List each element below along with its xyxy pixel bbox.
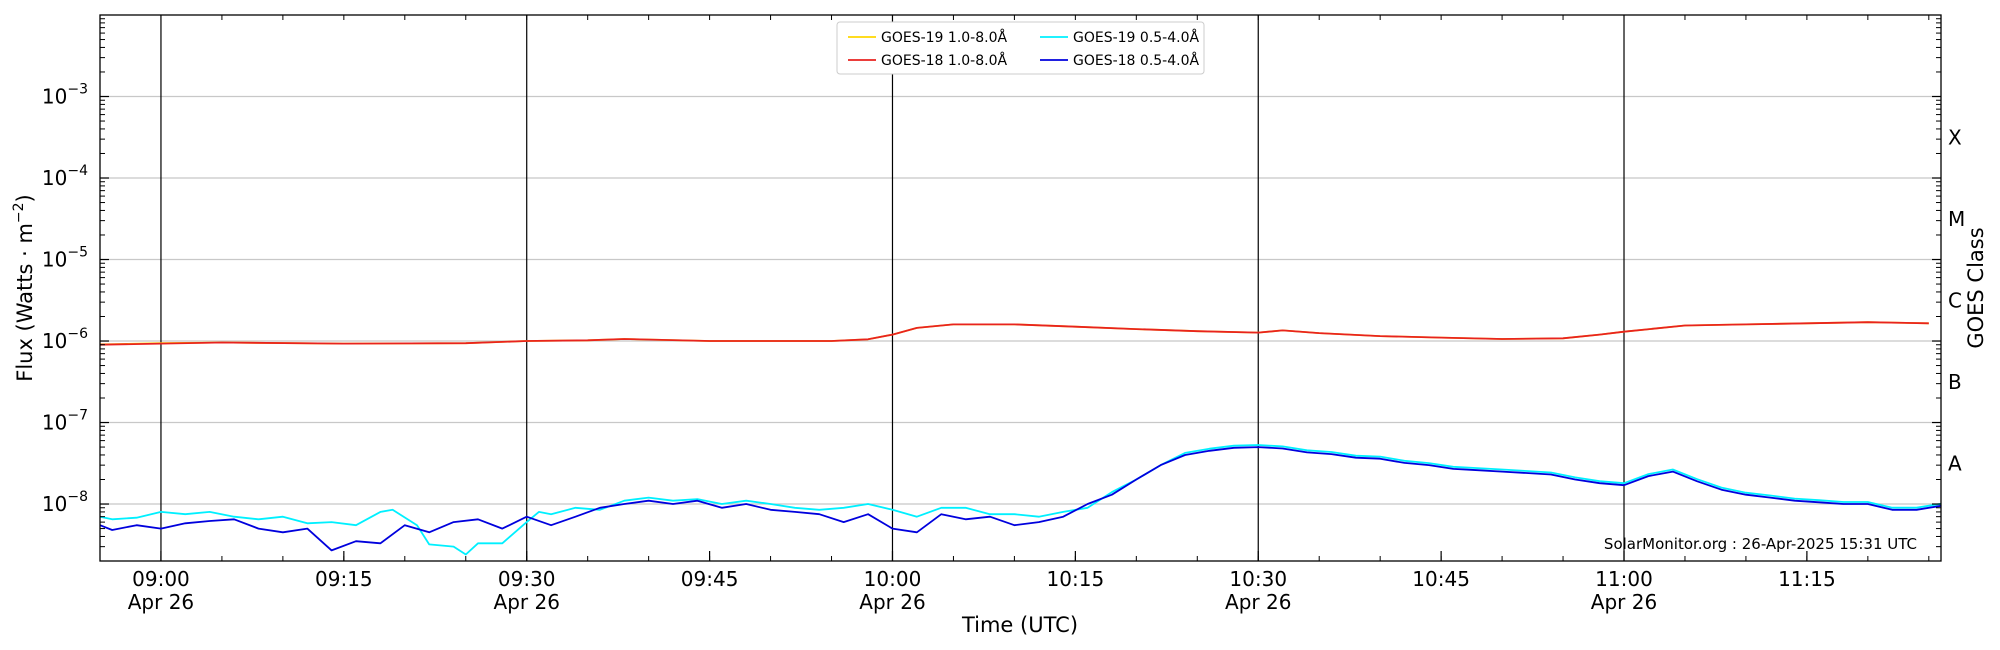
legend-label: GOES-18 0.5-4.0Å xyxy=(1073,52,1199,69)
legend-box xyxy=(836,21,1205,75)
y-tick-label: 10−7 xyxy=(42,408,88,435)
x-tick-label: 10:45 xyxy=(1412,567,1470,591)
right-axis-title: GOES Class xyxy=(1964,227,1988,348)
y-tick-label: 10−6 xyxy=(42,326,88,353)
x-axis-title: Time (UTC) xyxy=(961,613,1078,637)
x-tick-label: 10:30 xyxy=(1229,567,1287,591)
x-tick-label: 11:15 xyxy=(1778,567,1836,591)
series-line xyxy=(99,321,1929,346)
plot-frame xyxy=(99,14,1942,562)
y-tick-label: 10−4 xyxy=(42,163,88,190)
x-tick-date-label: Apr 26 xyxy=(128,590,194,614)
goes-class-label: C xyxy=(1948,288,1962,312)
x-tick-label: 11:00 xyxy=(1595,567,1653,591)
y-tick-label: 10−8 xyxy=(42,489,88,516)
y-axis-title: Flux (Watts · m−2) xyxy=(11,194,37,382)
y-tick-label: 10−3 xyxy=(42,82,88,109)
legend-label: GOES-18 1.0-8.0Å xyxy=(881,52,1007,69)
series-line xyxy=(99,444,1942,556)
x-tick-label: 09:15 xyxy=(315,567,373,591)
legend-label: GOES-19 0.5-4.0Å xyxy=(1073,29,1199,46)
goes-class-label: A xyxy=(1948,451,1962,475)
series-line xyxy=(99,446,1942,552)
x-tick-date-label: Apr 26 xyxy=(494,590,560,614)
x-tick-label: 09:45 xyxy=(681,567,739,591)
hour-lines xyxy=(160,15,1625,561)
grid-layer xyxy=(100,95,1941,505)
x-tick-label: 10:15 xyxy=(1047,567,1105,591)
goes-class-label: B xyxy=(1948,370,1962,394)
x-tick-date-label: Apr 26 xyxy=(1225,590,1291,614)
goes-class-label: X xyxy=(1948,125,1962,149)
goes-class-label: M xyxy=(1948,207,1965,231)
series-layer xyxy=(99,321,1942,556)
y-tick-label: 10−5 xyxy=(42,245,88,272)
x-tick-label: 09:30 xyxy=(498,567,556,591)
x-tick-date-label: Apr 26 xyxy=(1591,590,1657,614)
y-axis-ticks: 10−8 10−7 10−6 10−5 10−4 10−3 xyxy=(42,18,1941,562)
legend: GOES-19 1.0-8.0Å GOES-18 1.0-8.0Å GOES-19 … xyxy=(836,21,1205,75)
x-tick-label: 09:00 xyxy=(132,567,190,591)
credit-text: SolarMonitor.org : 26-Apr-2025 15:31 UTC xyxy=(1604,535,1917,553)
x-tick-label: 10:00 xyxy=(864,567,922,591)
x-tick-date-label: Apr 26 xyxy=(859,590,925,614)
legend-label: GOES-19 1.0-8.0Å xyxy=(881,29,1007,46)
goes-class-labels: A B C M X xyxy=(1948,125,1965,475)
